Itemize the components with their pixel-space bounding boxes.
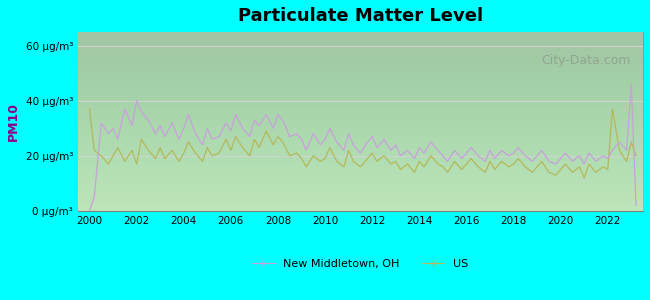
Title: Particulate Matter Level: Particulate Matter Level: [238, 7, 483, 25]
Text: City-Data.com: City-Data.com: [541, 53, 630, 67]
Legend: New Middletown, OH, US: New Middletown, OH, US: [248, 254, 473, 273]
Y-axis label: PM10: PM10: [7, 102, 20, 141]
